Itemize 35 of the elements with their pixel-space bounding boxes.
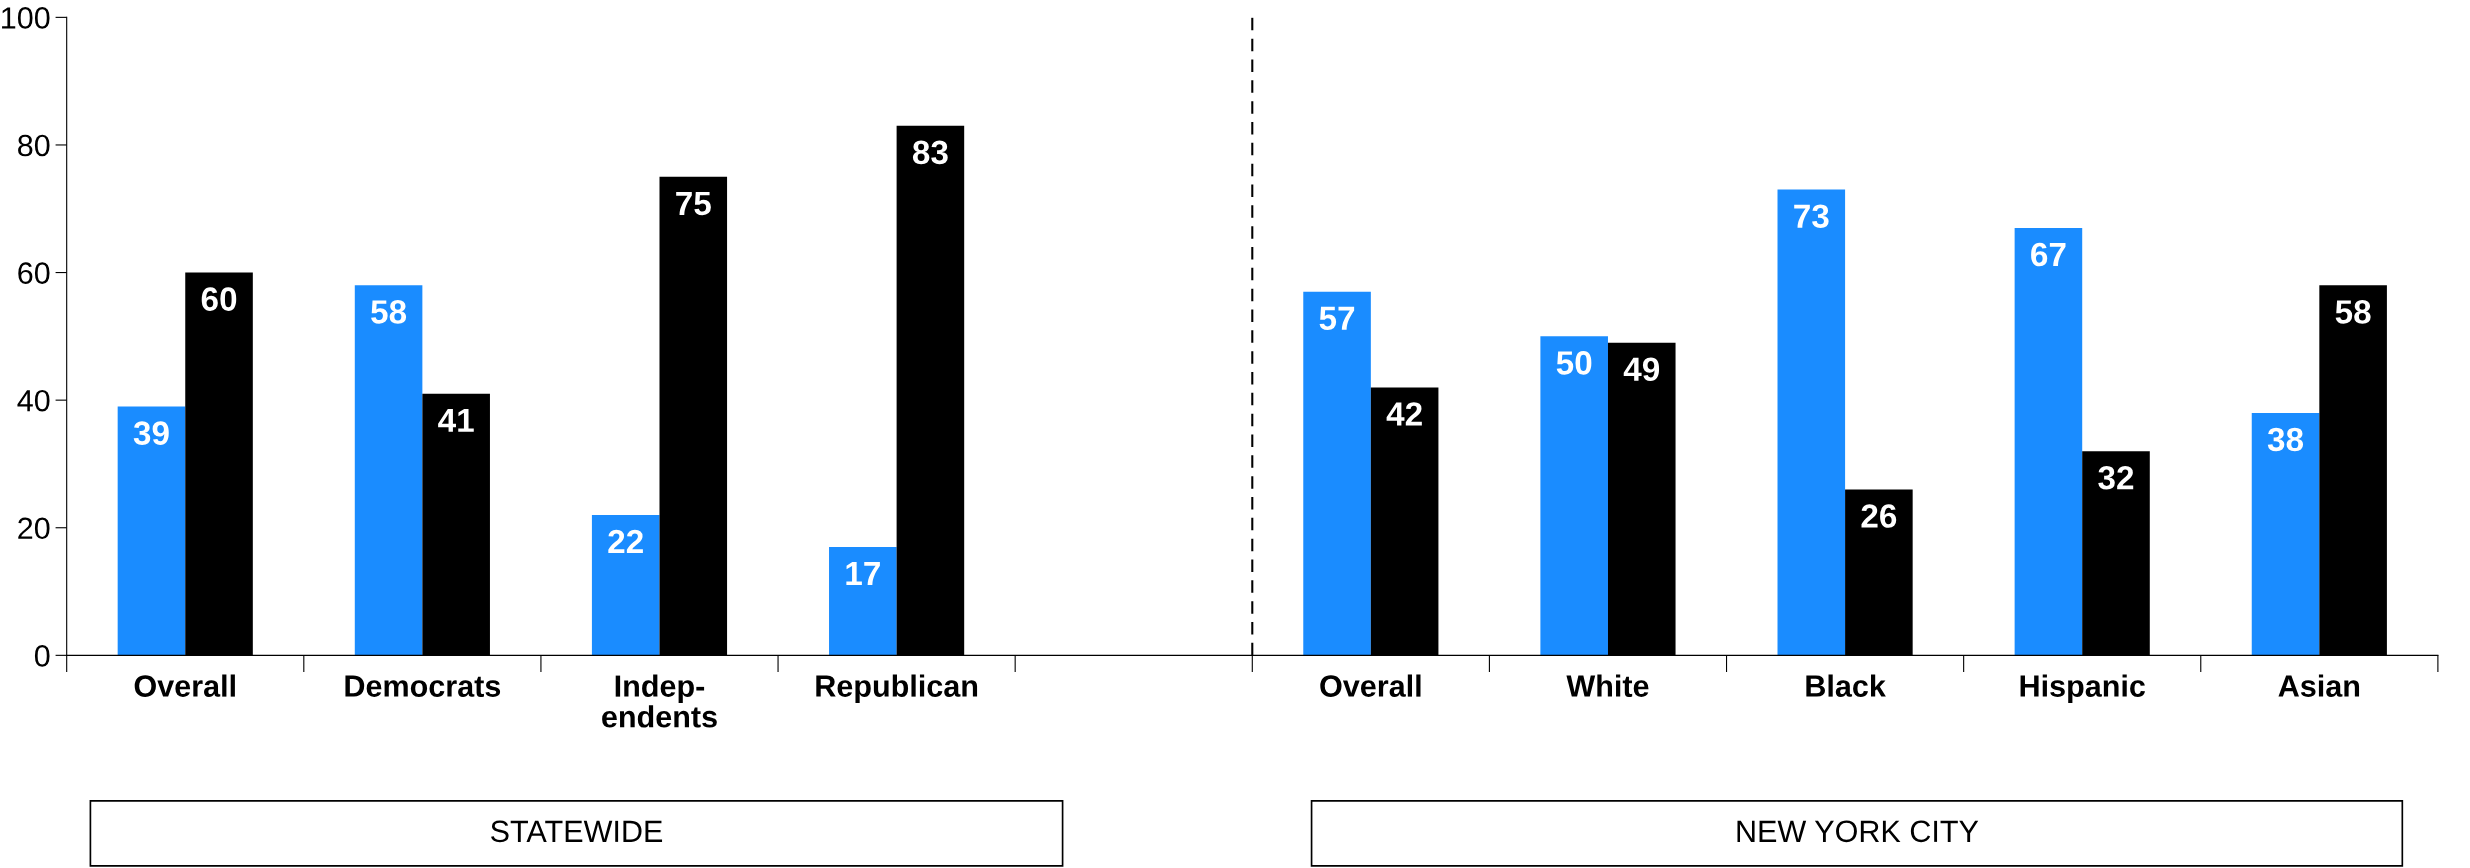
data-label: 73 [1794,204,1829,229]
data-label: 41 [438,408,474,432]
x-tick-label: Republican [816,674,978,703]
data-label: 60 [201,287,237,311]
y-tick-label: 40 [17,389,50,412]
data-label: 22 [608,529,643,554]
y-tick-label: 100 [2,7,50,29]
data-label: 75 [676,191,711,216]
data-label: 32 [2098,465,2134,490]
data-label: 39 [133,421,169,445]
data-label: 83 [912,140,948,165]
text: STATEWIDE [491,820,663,843]
x-tick-label: Asian [2278,674,2360,697]
x-tick-label: Democrats [345,675,501,697]
data-label: 17 [846,562,880,585]
x-tick-label: White [1566,674,1649,697]
data-label: 49 [1623,357,1660,382]
y-tick-label: 0 [34,645,50,667]
x-tick-label: Overall [134,674,235,697]
data-label: 58 [2335,300,2371,324]
data-label: 38 [2267,427,2304,452]
y-tick-label: 20 [18,517,50,540]
data-label: 26 [1861,504,1897,528]
x-tick-label: Indep- endents [602,674,717,728]
data-label: 57 [1319,306,1355,331]
x-tick-label: Hispanic [2020,674,2145,703]
data-label: 50 [1556,351,1592,375]
data-label: 42 [1386,402,1422,426]
text: NEW YORK CITY [1737,820,1979,843]
y-tick-label: 80 [18,134,50,157]
y-tick-label: 60 [18,262,50,284]
data-label: 58 [371,300,407,324]
x-tick-label: Overall [1320,674,1421,697]
data-label: 67 [2031,242,2066,267]
x-tick-label: Black [1806,674,1886,697]
